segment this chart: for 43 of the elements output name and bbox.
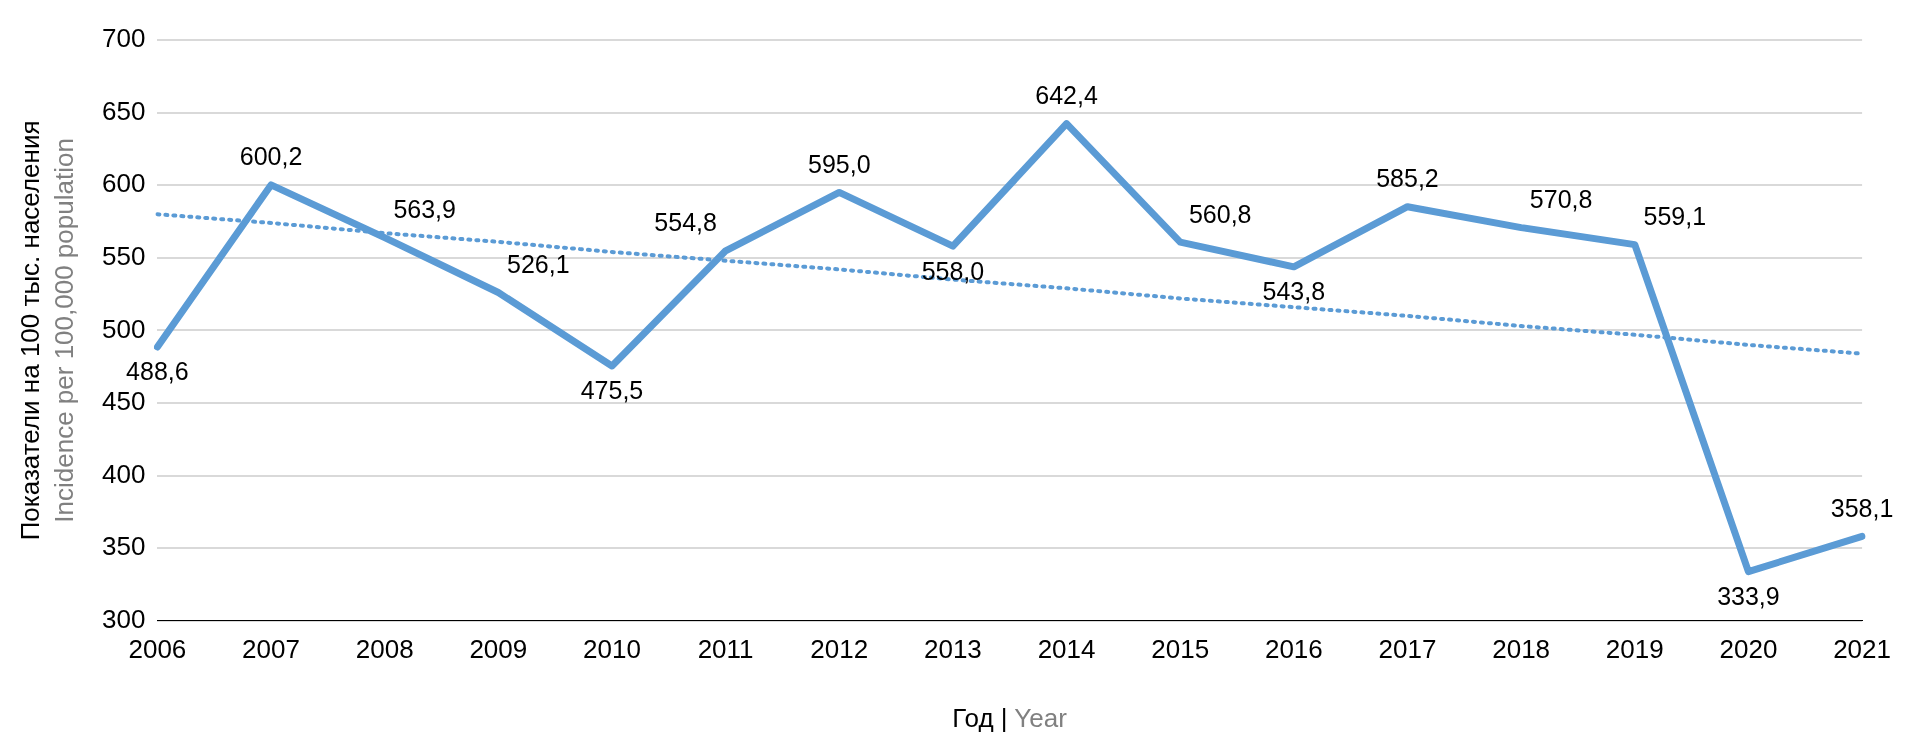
x-tick-label: 2013	[923, 633, 982, 664]
x-tick-label: 2012	[810, 633, 869, 664]
data-label: 475,5	[580, 376, 644, 405]
x-tick-label: 2006	[128, 633, 187, 664]
y-tick-label: 700	[101, 23, 146, 54]
x-tick-label: 2010	[583, 633, 641, 664]
y-tick-label: 400	[101, 458, 146, 489]
data-label: 333,9	[1717, 581, 1780, 610]
data-label: 560,8	[1188, 199, 1252, 228]
data-label: 358,1	[1830, 493, 1894, 522]
data-label: 543,8	[1262, 277, 1326, 306]
data-label: 559,1	[1643, 201, 1707, 230]
y-tick-label: 350	[101, 531, 146, 562]
x-tick-label: 2018	[1492, 633, 1551, 664]
x-tick-label: 2011	[697, 633, 754, 664]
y-tick-label: 300	[101, 603, 146, 634]
data-label: 642,4	[1035, 81, 1098, 110]
data-label: 563,9	[393, 195, 456, 224]
y-tick-label: 600	[101, 168, 146, 199]
x-tick-label: 2021	[1833, 633, 1891, 664]
data-label: 585,2	[1376, 164, 1439, 193]
x-tick-label: 2007	[242, 633, 300, 664]
data-label: 595,0	[807, 149, 871, 178]
data-label: 600,2	[239, 142, 303, 171]
y-axis-title: Показатели на 100 тыс. населения Incidence per 100,000 population	[15, 120, 80, 541]
data-label: 526,1	[507, 249, 570, 278]
x-tick-label: 2014	[1037, 633, 1096, 664]
y-tick-label: 550	[101, 240, 146, 271]
x-tick-label: 2015	[1151, 633, 1210, 664]
x-tick-label: 2008	[355, 633, 414, 664]
data-label: 488,6	[126, 357, 189, 386]
x-tick-label: 2017	[1378, 633, 1437, 664]
x-tick-label: 2009	[469, 633, 528, 664]
x-axis-title: Год | Year	[952, 703, 1068, 734]
y-tick-label: 650	[101, 95, 146, 126]
data-label: 570,8	[1529, 184, 1593, 213]
data-label: 554,8	[654, 208, 717, 237]
y-tick-label: 500	[101, 313, 146, 344]
x-tick-label: 2019	[1605, 633, 1664, 664]
x-tick-label: 2020	[1719, 633, 1778, 664]
y-tick-label: 450	[101, 386, 146, 417]
data-label: 558,0	[921, 256, 985, 285]
x-tick-label: 2016	[1264, 633, 1323, 664]
